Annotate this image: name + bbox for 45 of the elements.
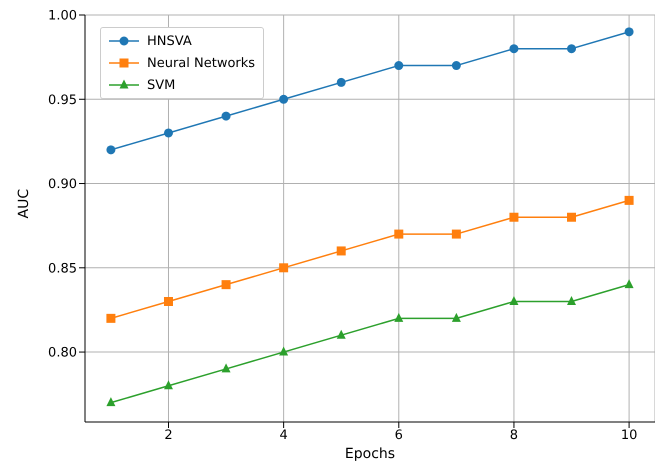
point: [106, 314, 116, 323]
y-tick-label: 1.00: [48, 8, 77, 24]
point: [509, 44, 518, 54]
x-tick-label: 8: [510, 428, 518, 444]
x-axis-title: Epochs: [344, 446, 396, 462]
point: [394, 312, 404, 322]
point: [452, 230, 461, 239]
y-axis-title: AUC: [16, 188, 32, 218]
point: [164, 380, 173, 390]
point: [164, 297, 173, 306]
legend-label: Neural Networks: [147, 56, 256, 70]
point: [567, 44, 576, 54]
point: [394, 230, 404, 239]
point: [164, 128, 173, 138]
y-tick-label: 0.85: [48, 261, 77, 276]
point: [106, 145, 116, 154]
point: [567, 296, 576, 305]
y-tick-label: 0.90: [48, 177, 77, 192]
point: [624, 196, 634, 205]
point: [222, 280, 231, 290]
point: [279, 94, 288, 104]
point: [222, 112, 231, 121]
point: [106, 397, 116, 406]
legend-label: HNSVA: [147, 34, 192, 48]
point: [509, 212, 518, 222]
point: [452, 61, 461, 70]
x-tick-label: 6: [394, 428, 403, 444]
point: [567, 212, 576, 222]
y-tick-label: 0.80: [48, 346, 77, 361]
point: [624, 27, 634, 36]
point: [336, 330, 346, 339]
point: [452, 312, 461, 322]
point: [336, 78, 346, 87]
legend-label: SVM: [147, 78, 176, 92]
point: [222, 363, 231, 372]
point: [279, 263, 288, 272]
point: [509, 296, 518, 305]
x-tick-label: 2: [164, 428, 173, 444]
x-tick-label: 4: [279, 428, 288, 444]
point: [279, 346, 288, 356]
y-tick-label: 0.95: [48, 92, 77, 108]
point: [394, 61, 404, 70]
point: [624, 279, 634, 288]
point: [336, 246, 346, 256]
x-tick-label: 10: [620, 428, 638, 444]
